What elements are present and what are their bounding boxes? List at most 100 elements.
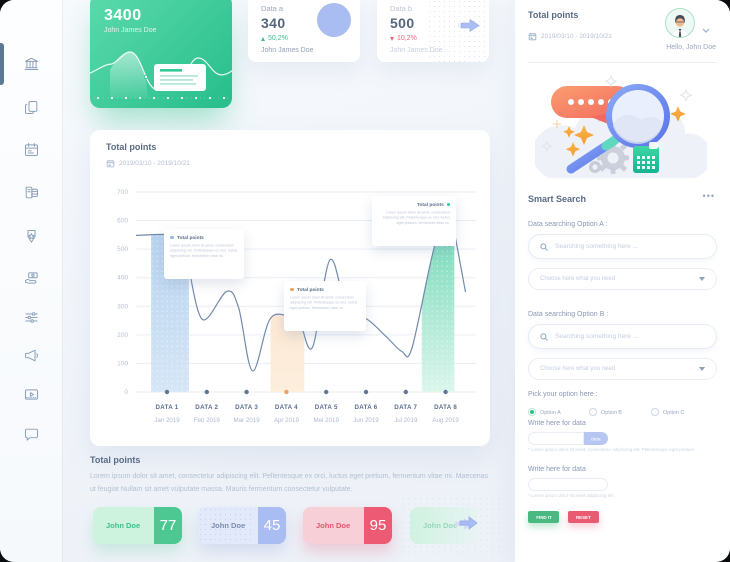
medal-icon xyxy=(26,229,36,243)
panel-title: Total points xyxy=(528,10,579,20)
summary-card-red[interactable]: John Doe 95 xyxy=(303,507,392,544)
chat-icon xyxy=(24,428,38,441)
sidebar-item-bank[interactable] xyxy=(22,54,40,72)
sidebar-item-rewards[interactable] xyxy=(22,227,40,245)
svg-text:DATA 1: DATA 1 xyxy=(156,404,179,411)
sidebar-item-calendar[interactable] xyxy=(22,140,40,158)
tick-dot xyxy=(363,389,369,395)
option-a-label: Data searching Option A : xyxy=(528,221,608,228)
radio-option-b[interactable]: Option B xyxy=(589,407,636,417)
summary-card-green[interactable]: John Doe 77 xyxy=(93,507,182,544)
text-input[interactable] xyxy=(528,432,584,445)
panel-date-range[interactable]: 2019/03/10 - 2019/10/21 xyxy=(528,32,612,41)
smart-search-title: Smart Search xyxy=(528,194,587,204)
tick-dot xyxy=(204,389,209,395)
search-placeholder: Searching something here ... xyxy=(555,333,639,340)
svg-text:Mar 2019: Mar 2019 xyxy=(234,417,261,424)
svg-text:Jul 2019: Jul 2019 xyxy=(394,417,418,424)
sidebar-item-documents[interactable] xyxy=(22,98,40,116)
option-b-label: Data searching Option B : xyxy=(528,311,609,318)
avatar[interactable] xyxy=(665,8,695,38)
svg-text:300: 300 xyxy=(117,303,128,310)
tick-dot xyxy=(403,389,408,395)
chart-date-range[interactable]: 2019/03/10 - 2019/10/21 xyxy=(106,159,190,168)
series-line xyxy=(135,200,467,372)
sidebar-item-media[interactable] xyxy=(22,385,40,403)
reset-button[interactable]: RESET xyxy=(568,511,599,523)
hero-card[interactable]: 3400 John James Doe xyxy=(90,0,232,108)
hero-mini-chart xyxy=(90,51,232,100)
right-panel: Total points 2019/03/10 - 2019/10/21 Hel… xyxy=(515,0,730,562)
data-suffix-chip[interactable]: data xyxy=(584,432,608,445)
bank-icon xyxy=(24,57,38,70)
svg-text:400: 400 xyxy=(117,275,128,282)
sidebar-item-messages[interactable] xyxy=(22,425,40,443)
svg-text:200: 200 xyxy=(117,332,128,339)
stat-label: Data b xyxy=(390,4,413,13)
stat-card-data-b[interactable]: Data b 500 10,2% John James Doe xyxy=(377,0,489,62)
data-stack-icon xyxy=(25,186,38,198)
chart-tooltip-blue: Total points Lorem ipsum dolor sit amet,… xyxy=(164,229,244,280)
stat-card-data-a[interactable]: Data a 340 50,2% John James Doe xyxy=(248,0,360,62)
helper-text-1: * Lorem ipsum dolor sit amet, consectetu… xyxy=(528,447,696,452)
card-value: 45 xyxy=(258,507,286,544)
greeting: Hello, John Doe xyxy=(666,44,716,51)
arrow-right-icon[interactable] xyxy=(457,18,481,38)
hero-value: 3400 xyxy=(104,7,142,24)
delta-down-icon xyxy=(390,36,394,41)
arrow-right-icon[interactable] xyxy=(452,514,482,539)
sidebar-item-announcements[interactable] xyxy=(22,346,40,364)
svg-text:700: 700 xyxy=(117,189,128,196)
search-input-b[interactable]: Searching something here ... xyxy=(528,324,717,349)
text-input[interactable] xyxy=(528,478,608,491)
calendar-icon xyxy=(528,33,537,41)
sidebar-item-data[interactable] xyxy=(22,183,40,201)
calendar-illustration-icon xyxy=(633,142,659,173)
card-value: 95 xyxy=(364,507,392,544)
svg-text:Jan 2019: Jan 2019 xyxy=(154,417,180,424)
hero-tooltip xyxy=(144,64,206,91)
outline-star-icons xyxy=(541,74,693,152)
svg-text:Aug 2019: Aug 2019 xyxy=(432,417,459,424)
copy-icon xyxy=(24,100,37,114)
find-it-button[interactable]: FIND IT xyxy=(528,511,559,523)
stat-indicator-circle xyxy=(317,3,351,37)
sidebar-item-payments[interactable] xyxy=(22,269,40,287)
svg-text:DATA 8: DATA 8 xyxy=(434,404,457,411)
card-value: 77 xyxy=(154,507,182,544)
svg-text:Feb 2019: Feb 2019 xyxy=(194,417,221,424)
stat-value: 340 xyxy=(261,15,286,31)
radio-icon xyxy=(528,408,536,416)
tick-dot xyxy=(443,389,448,395)
orange-dot-icon xyxy=(290,287,294,292)
chart-tooltip-green: Total points Lorem ipsum dolor sit amet,… xyxy=(372,196,456,247)
radio-option-a[interactable]: Option A xyxy=(528,407,575,417)
card-name: John Doe xyxy=(423,521,458,530)
svg-text:500: 500 xyxy=(117,246,128,253)
svg-text:0: 0 xyxy=(124,389,128,396)
search-icon xyxy=(540,332,548,341)
select-b[interactable]: Choose here what you need xyxy=(528,358,717,380)
svg-text:Mei 2019: Mei 2019 xyxy=(313,417,339,424)
tick-dot xyxy=(164,389,170,395)
select-a[interactable]: Choose here what you need xyxy=(528,268,717,290)
hero-name: John James Doe xyxy=(104,27,157,34)
radio-icon xyxy=(651,408,659,416)
more-menu-icon[interactable]: ••• xyxy=(702,191,715,201)
summary-card-blue[interactable]: John Doe 45 xyxy=(198,507,286,544)
video-icon xyxy=(24,388,38,400)
radio-option-c[interactable]: Option C xyxy=(651,407,699,417)
stat-owner: John James Doe xyxy=(390,47,443,54)
write-data-label-2: Write here for data xyxy=(528,466,586,473)
stat-delta: 50,2% xyxy=(261,35,288,42)
megaphone-icon xyxy=(24,349,38,361)
total-points-chart-card: Total points 2019/03/10 - 2019/10/21 0 10… xyxy=(90,130,490,446)
search-input-a[interactable]: Searching something here ... xyxy=(528,234,717,259)
tick-dot xyxy=(284,389,289,395)
sidebar-item-settings[interactable] xyxy=(22,308,40,326)
chevron-down-icon xyxy=(699,367,705,371)
active-indicator xyxy=(0,43,4,85)
chevron-down-icon[interactable] xyxy=(702,20,710,38)
green-dot-icon xyxy=(446,202,450,207)
svg-text:DATA 5: DATA 5 xyxy=(315,404,338,411)
